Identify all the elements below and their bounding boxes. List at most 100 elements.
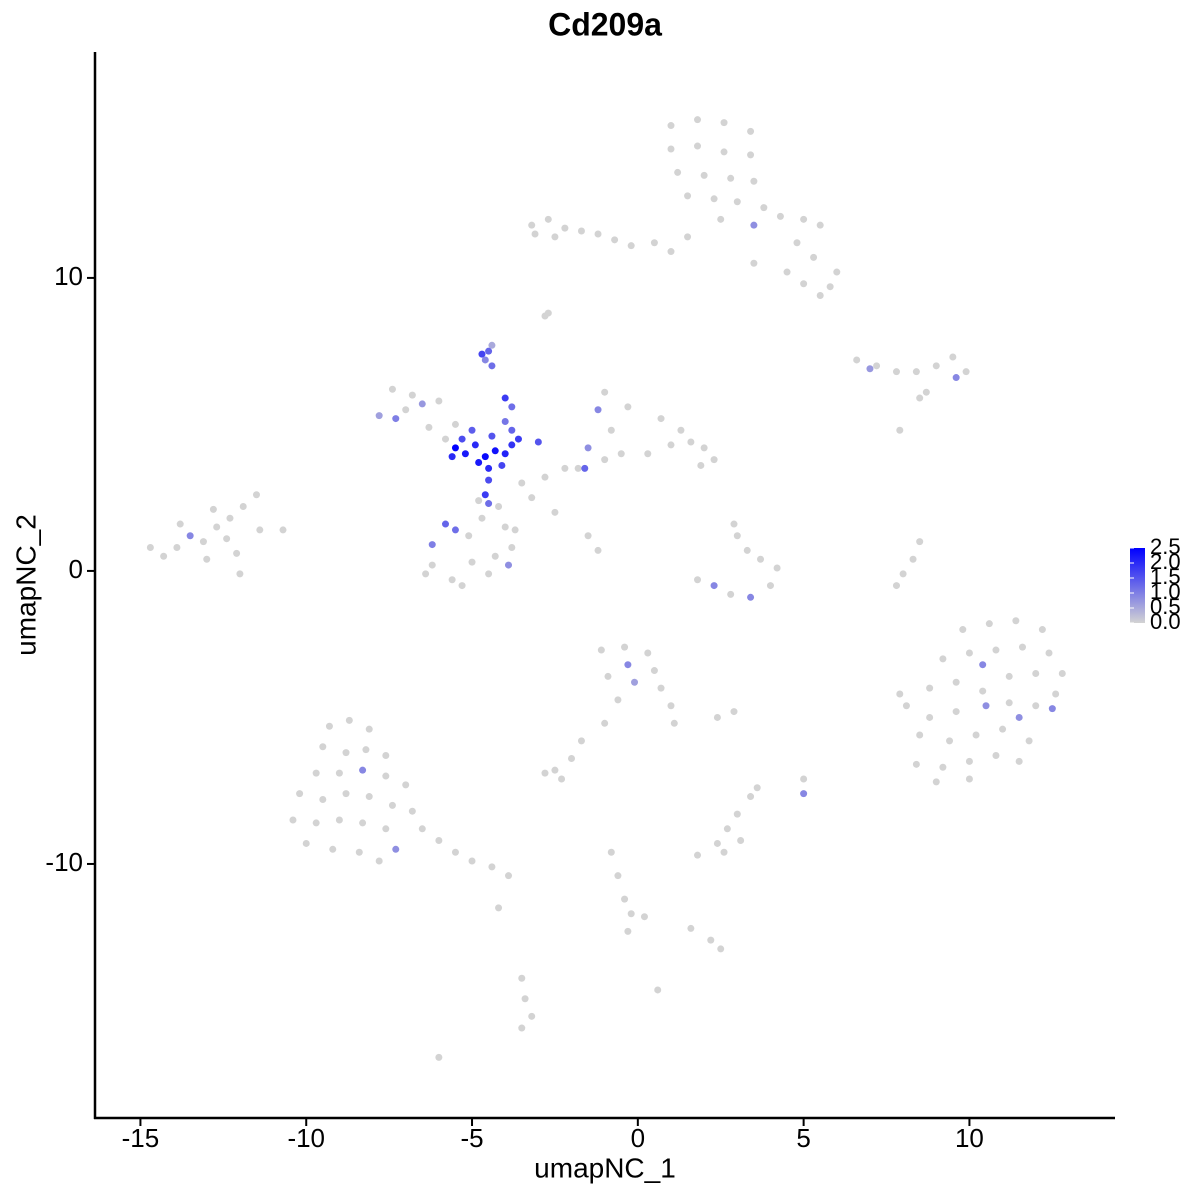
cell-point: [146, 543, 154, 551]
cell-point: [597, 646, 605, 654]
cell-point: [518, 1024, 526, 1032]
cell-point: [873, 362, 881, 370]
cell-point: [650, 239, 658, 247]
cell-point: [365, 793, 373, 801]
cell-point: [176, 520, 184, 528]
cell-point: [733, 198, 741, 206]
cell-point: [833, 268, 841, 276]
cell-point: [723, 825, 731, 833]
cell-point: [747, 127, 755, 135]
cell-point: [478, 514, 486, 522]
cell-point: [428, 541, 436, 549]
cell-point: [488, 341, 496, 349]
cell-point: [700, 171, 708, 179]
cell-point: [422, 570, 430, 578]
cell-point: [448, 453, 456, 461]
cell-point: [710, 195, 718, 203]
cell-point: [694, 116, 702, 124]
cell-point: [727, 590, 735, 598]
cell-point: [952, 678, 960, 686]
cell-point: [601, 388, 609, 396]
cell-point: [312, 769, 320, 777]
cell-point: [617, 450, 625, 458]
cell-point: [733, 810, 741, 818]
cell-point: [252, 491, 260, 499]
cell-point: [985, 620, 993, 628]
cell-point: [355, 848, 363, 856]
cell-point: [1032, 669, 1040, 677]
cell-point: [551, 766, 559, 774]
cell-point: [750, 259, 758, 267]
cell-point: [505, 872, 513, 880]
cell-point: [382, 825, 390, 833]
cell-point: [717, 945, 725, 953]
cell-point: [800, 790, 808, 798]
cell-point: [508, 543, 516, 551]
cell-point: [601, 456, 609, 464]
x-tick-label: 0: [631, 1123, 645, 1153]
cell-point: [528, 221, 536, 229]
cell-point: [468, 558, 476, 566]
cell-point: [601, 719, 609, 727]
cell-point: [518, 974, 526, 982]
cell-point: [717, 215, 725, 223]
cell-point: [614, 696, 622, 704]
x-tick-label: -5: [460, 1123, 483, 1153]
y-tick-label: 10: [54, 261, 83, 291]
cell-point: [199, 538, 207, 546]
cell-point: [498, 461, 506, 469]
cell-point: [694, 851, 702, 859]
cell-point: [508, 441, 516, 449]
cell-point: [892, 582, 900, 590]
cell-point: [810, 253, 818, 261]
cell-point: [684, 192, 692, 200]
cell-point: [329, 845, 337, 853]
colorbar-label: 2.0: [1150, 549, 1181, 574]
cell-point: [186, 532, 194, 540]
cell-point: [946, 737, 954, 745]
cell-point: [408, 391, 416, 399]
cell-point: [478, 350, 486, 358]
cell-point: [319, 795, 327, 803]
chart-title: Cd209a: [548, 6, 662, 42]
cell-point: [501, 523, 509, 531]
cell-point: [932, 362, 940, 370]
cell-point: [345, 716, 353, 724]
cell-point: [1012, 617, 1020, 625]
cell-point: [392, 415, 400, 423]
cell-point: [657, 684, 665, 692]
cell-point: [514, 435, 522, 443]
cell-point: [793, 239, 801, 247]
cell-point: [233, 549, 241, 557]
cell-point: [501, 417, 509, 425]
cell-point: [614, 872, 622, 880]
cell-point: [239, 502, 247, 510]
cell-point: [926, 713, 934, 721]
cell-point: [892, 368, 900, 376]
cell-point: [359, 766, 367, 774]
cell-point: [743, 546, 751, 554]
cell-point: [451, 420, 459, 428]
cell-point: [388, 801, 396, 809]
x-axis-label: umapNC_1: [534, 1152, 676, 1183]
cell-point: [1005, 699, 1013, 707]
cell-point: [435, 397, 443, 405]
cell-point: [491, 552, 499, 560]
cell-point: [485, 464, 493, 472]
x-tick-label: 10: [955, 1123, 984, 1153]
cell-point: [475, 497, 483, 505]
cell-point: [667, 248, 675, 256]
cell-point: [544, 309, 552, 317]
cell-point: [760, 204, 768, 212]
cell-point: [1005, 672, 1013, 680]
cell-point: [999, 725, 1007, 733]
x-tick-label: 5: [796, 1123, 810, 1153]
cell-point: [488, 362, 496, 370]
cell-point: [458, 435, 466, 443]
cell-point: [418, 825, 426, 833]
cell-point: [561, 224, 569, 232]
cell-point: [965, 757, 973, 765]
cell-point: [402, 781, 410, 789]
cell-point: [365, 725, 373, 733]
cell-point: [1045, 649, 1053, 657]
